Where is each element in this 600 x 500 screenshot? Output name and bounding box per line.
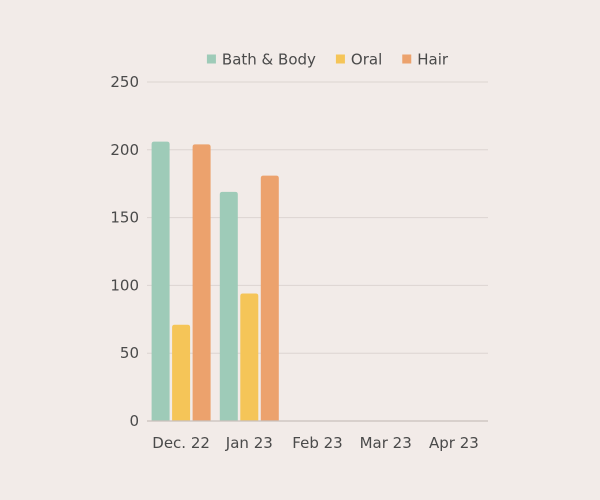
legend-swatch bbox=[206, 54, 216, 64]
bar-oral-jan-23 bbox=[240, 293, 259, 421]
legend-label: Bath & Body bbox=[222, 51, 316, 69]
y-axis-ticks: 0 50 100 150 200 250 bbox=[110, 73, 139, 430]
y-tick-label: 150 bbox=[110, 209, 139, 227]
bar-oral-dec-22 bbox=[172, 324, 191, 421]
legend-swatch bbox=[402, 54, 412, 64]
y-tick-label: 50 bbox=[120, 344, 139, 362]
bars bbox=[151, 141, 279, 421]
x-category-label: Mar 23 bbox=[360, 434, 412, 452]
y-tick-label: 200 bbox=[110, 141, 139, 159]
legend-swatch bbox=[335, 54, 345, 64]
bar-bath-body-jan-23 bbox=[219, 191, 238, 421]
legend-label: Hair bbox=[417, 51, 449, 69]
bar-hair-jan-23 bbox=[260, 175, 279, 421]
x-axis-labels: Dec. 22 Jan 23 Feb 23 Mar 23 Apr 23 bbox=[152, 434, 479, 452]
x-category-label: Apr 23 bbox=[429, 434, 479, 452]
x-category-label: Jan 23 bbox=[225, 434, 273, 452]
y-tick-label: 250 bbox=[110, 73, 139, 91]
y-tick-label: 0 bbox=[129, 412, 139, 430]
x-category-label: Dec. 22 bbox=[152, 434, 210, 452]
bar-bath-body-dec-22 bbox=[151, 141, 170, 421]
y-tick-label: 100 bbox=[110, 276, 139, 294]
legend-label: Oral bbox=[351, 51, 382, 69]
x-category-label: Feb 23 bbox=[292, 434, 342, 452]
legend: Bath & Body Oral Hair bbox=[206, 51, 449, 69]
bar-hair-dec-22 bbox=[192, 144, 211, 421]
